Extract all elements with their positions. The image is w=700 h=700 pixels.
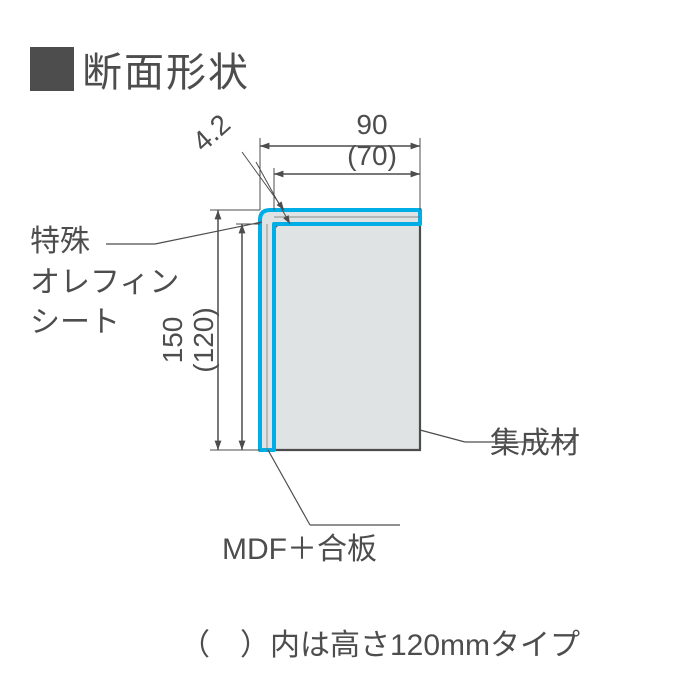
dim-width-alt: (70) [347,140,397,171]
diagram-svg [0,0,700,700]
label-laminated: 集成材 [490,424,580,465]
footnote: （ ）内は高さ120mmタイプ [180,620,580,664]
dim-height-alt: (120) [188,307,219,372]
diagram-stage: 断面形状 特殊 オレフィン シート MDF＋合板 集成材 90 (70) 150… [0,0,700,700]
label-sheet-line3: シート [30,306,120,339]
dim-width-main: 90 [356,109,387,140]
label-sheet-line1: 特殊 [30,225,90,258]
dim-width: 90 (70) [312,110,432,172]
dim-height: 150 (120) [158,280,220,400]
dim-height-main: 150 [157,317,188,364]
label-mdf: MDF＋合板 [222,530,377,571]
label-sheet-line2: オレフィン [30,266,179,299]
